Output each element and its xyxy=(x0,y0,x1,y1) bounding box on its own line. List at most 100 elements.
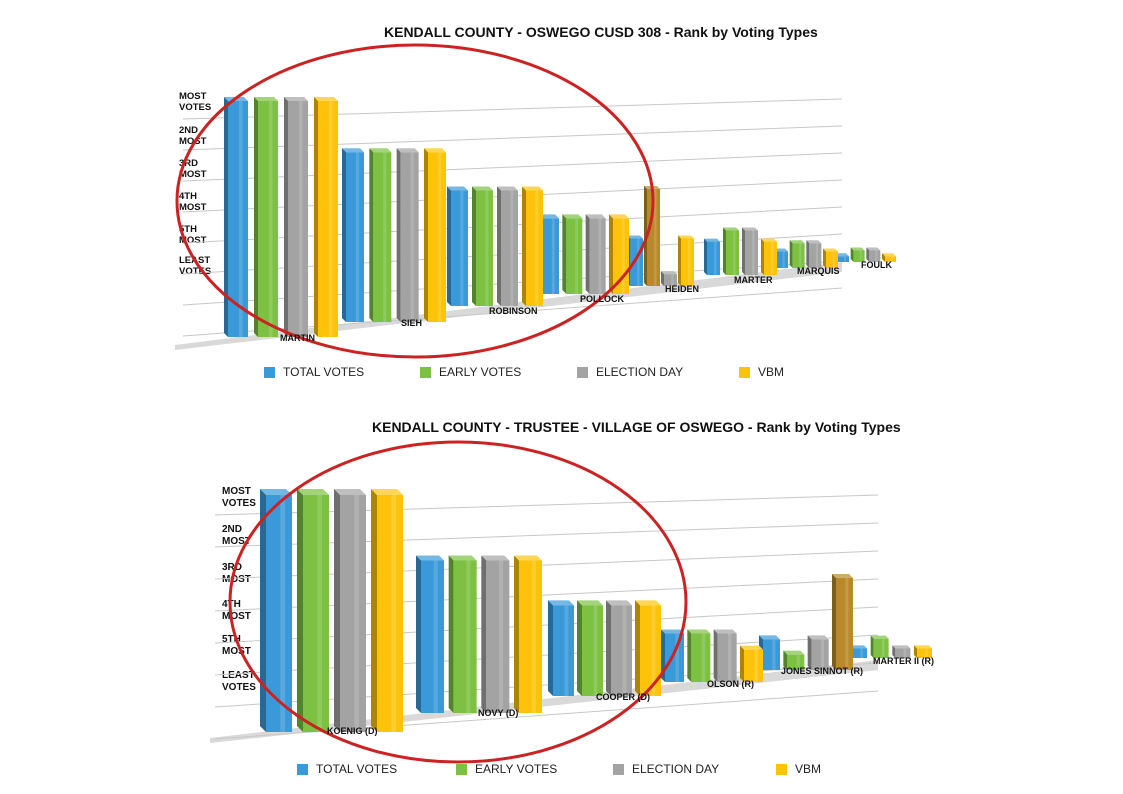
chart-title: KENDALL COUNTY - TRUSTEE - VILLAGE OF OS… xyxy=(372,419,901,435)
bar-vbm xyxy=(761,238,777,275)
bar-early-votes xyxy=(297,489,329,732)
bar-election-day xyxy=(866,247,881,262)
legend-swatch xyxy=(264,366,275,378)
bar-early-votes xyxy=(789,240,805,268)
annotation-circle xyxy=(175,43,655,359)
category-label: SIEH xyxy=(401,318,423,328)
legend-swatch xyxy=(420,366,431,378)
y-tick-label: 3RD MOST xyxy=(222,562,251,585)
bar-vbm xyxy=(514,555,542,713)
bar-vbm xyxy=(914,645,932,658)
category-label: HEIDEN xyxy=(665,284,700,294)
bar-early-votes xyxy=(562,214,583,294)
bar-total-votes xyxy=(548,600,574,696)
bar-election-day xyxy=(284,97,308,337)
bar-early-votes xyxy=(369,148,392,322)
category-label: JONES SINNOT (R) xyxy=(781,666,864,676)
legend-item-early-votes: EARLY VOTES xyxy=(420,365,521,379)
legend-swatch xyxy=(456,763,467,775)
chart-village-of-oswego-trustee: KENDALL COUNTY - TRUSTEE - VILLAGE OF OS… xyxy=(0,400,1123,794)
bar-vbm xyxy=(314,97,338,337)
bar-early-votes xyxy=(870,635,889,658)
legend-item-total-votes: TOTAL VOTES xyxy=(264,365,364,379)
category-label: NOVY (D) xyxy=(478,708,519,718)
legend-swatch xyxy=(739,366,750,378)
legend-swatch xyxy=(297,763,308,775)
legend-label: ELECTION DAY xyxy=(596,365,684,379)
bar-election-day xyxy=(742,227,758,275)
legend-swatch xyxy=(577,366,588,378)
bar-election-day xyxy=(892,645,911,658)
bar-vbm xyxy=(678,235,694,286)
legend-item-early-votes: EARLY VOTES xyxy=(456,762,557,776)
bar-vbm xyxy=(635,600,661,696)
y-tick-label: MOST VOTES xyxy=(222,486,256,509)
bar-election-day xyxy=(497,186,518,306)
bar-total-votes xyxy=(342,148,364,322)
bar-total-votes xyxy=(224,97,248,337)
y-tick-label: 5TH MOST xyxy=(179,224,207,246)
gridline xyxy=(182,125,843,151)
y-tick-label: MOST VOTES xyxy=(179,91,212,113)
category-label: MARTIN xyxy=(280,333,315,343)
bar-vbm xyxy=(424,148,446,322)
gridline xyxy=(182,98,843,120)
category-label: COOPER (D) xyxy=(596,692,650,702)
legend-label: EARLY VOTES xyxy=(475,762,558,776)
bar-vbm xyxy=(882,253,896,262)
bar-early-votes xyxy=(783,650,805,670)
bar-vbm xyxy=(371,489,403,732)
legend-label: EARLY VOTES xyxy=(439,365,522,379)
legend-label: TOTAL VOTES xyxy=(316,762,398,776)
bar-early-votes xyxy=(687,629,711,682)
category-label: KOENIG (D) xyxy=(327,726,378,736)
bar-early-votes xyxy=(577,600,603,696)
annotation-circle xyxy=(228,440,688,764)
legend-item-election-day: ELECTION DAY xyxy=(577,365,683,379)
legend-label: TOTAL VOTES xyxy=(283,365,365,379)
y-tick-label: 2ND MOST xyxy=(179,125,207,147)
bar-election-day xyxy=(713,629,737,682)
category-label: MARTER xyxy=(734,275,773,285)
legend-item-election-day: ELECTION DAY xyxy=(613,762,719,776)
legend-item-vbm: VBM xyxy=(739,365,784,379)
category-label: MARTER II (R) xyxy=(873,656,934,666)
bar-election-day xyxy=(661,271,677,286)
legend-item-total-votes: TOTAL VOTES xyxy=(297,762,397,776)
legend-item-vbm: VBM xyxy=(776,762,821,776)
y-tick-label: LEAST VOTES xyxy=(222,670,256,693)
bar-total-votes xyxy=(260,489,292,732)
bar-early-votes xyxy=(850,247,865,262)
gridline xyxy=(182,152,843,182)
category-label: ROBINSON xyxy=(489,306,538,316)
bar-vbm xyxy=(522,186,543,306)
y-tick-label: 3RD MOST xyxy=(179,158,207,180)
bar-election-day xyxy=(806,240,822,268)
chart-title: KENDALL COUNTY - OSWEGO CUSD 308 - Rank … xyxy=(384,24,818,40)
category-label: POLLOCK xyxy=(580,294,624,304)
legend-label: ELECTION DAY xyxy=(632,762,720,776)
bar-election-day xyxy=(396,148,419,322)
bar-early-votes xyxy=(254,97,278,337)
y-tick-label: 4TH MOST xyxy=(179,191,207,213)
category-label: FOULK xyxy=(861,260,892,270)
chart-oswego-cusd-308: KENDALL COUNTY - OSWEGO CUSD 308 - Rank … xyxy=(175,24,896,379)
legend-label: VBM xyxy=(795,762,822,776)
bar-total-votes xyxy=(447,186,468,306)
plot-area xyxy=(175,43,896,359)
category-label: OLSON (R) xyxy=(707,679,754,689)
bar-vbm xyxy=(740,645,763,682)
bar-total-votes xyxy=(704,238,720,275)
bar-early-votes xyxy=(723,227,739,275)
bar-vbm xyxy=(823,248,838,268)
plot-area xyxy=(210,440,932,764)
bar-election-day xyxy=(334,489,366,732)
bar-early-votes xyxy=(472,186,493,306)
y-tick-label: 5TH MOST xyxy=(222,634,251,657)
bar-vbm xyxy=(832,574,853,670)
bar-election-day xyxy=(606,600,632,696)
legend-label: VBM xyxy=(758,365,785,379)
legend-swatch xyxy=(776,763,787,775)
bar-election-day xyxy=(807,635,829,670)
bar-total-votes xyxy=(416,555,444,713)
